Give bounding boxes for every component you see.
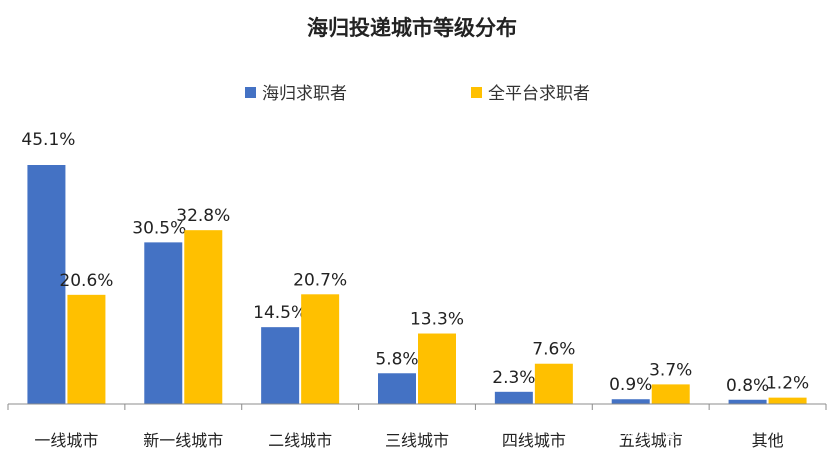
bar-haigui <box>261 327 300 404</box>
data-label: 14.5% <box>253 303 307 323</box>
chart-title: 海归投递城市等级分布 <box>307 16 517 40</box>
data-label: 2.3% <box>492 368 535 388</box>
data-label: 13.3% <box>410 310 464 330</box>
legend: 海归求职者 全平台求职者 <box>245 84 590 104</box>
legend-label-haigui: 海归求职者 <box>262 84 347 104</box>
bar-haigui <box>144 242 183 404</box>
legend-label-all-platform: 全平台求职者 <box>488 84 590 104</box>
data-label: 32.8% <box>176 206 230 226</box>
data-label: 45.1% <box>21 130 75 150</box>
data-label: 1.2% <box>766 374 809 394</box>
x-tick-label: 五线城市 <box>619 431 683 450</box>
legend-swatch-haigui <box>245 87 256 98</box>
x-tick-label: 三线城市 <box>385 431 449 450</box>
legend-swatch-all-platform <box>471 87 482 98</box>
bar-all-platform <box>184 230 223 404</box>
data-label: 20.6% <box>59 271 113 291</box>
watermark: 知乎 @小站教育 <box>622 422 746 442</box>
bar-all-platform <box>301 294 340 404</box>
bar-all-platform <box>768 397 807 404</box>
bar-all-platform <box>651 384 690 404</box>
bar-haigui <box>611 399 650 404</box>
data-label: 5.8% <box>375 349 418 369</box>
data-label: 7.6% <box>532 340 575 360</box>
bar-haigui <box>27 165 66 404</box>
bar-all-platform <box>534 363 573 404</box>
x-tick-label: 一线城市 <box>34 431 98 450</box>
x-tick-label: 新一线城市 <box>143 431 223 450</box>
bar-all-platform <box>418 333 456 404</box>
bar-haigui <box>494 391 533 404</box>
bar-all-platform <box>67 294 106 404</box>
plot-area: 45.1% 20.6% 一线城市 30.5%32.8% 新一线城市 14.5% 20.7% 二… <box>7 130 827 450</box>
data-label: 30.5% <box>132 218 186 238</box>
data-label: 0.8% <box>726 376 769 396</box>
x-tick-label: 其他 <box>752 431 784 450</box>
x-tick-label: 四线城市 <box>502 431 566 450</box>
data-label: 3.7% <box>649 360 692 380</box>
bar-haigui <box>728 399 767 404</box>
data-label: 20.7% <box>293 270 347 290</box>
bar-haigui <box>378 373 416 404</box>
x-tick-label: 二线城市 <box>268 431 332 450</box>
data-label: 0.9% <box>609 375 652 395</box>
